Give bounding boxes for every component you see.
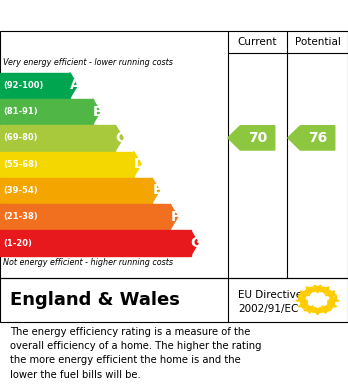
Polygon shape (320, 287, 331, 294)
Polygon shape (228, 126, 275, 150)
Text: (69-80): (69-80) (3, 133, 37, 142)
Bar (0, 204, 170, 230)
Polygon shape (312, 307, 323, 315)
Polygon shape (134, 152, 141, 177)
Text: Potential: Potential (295, 37, 340, 47)
Text: Current: Current (238, 37, 277, 47)
Text: Not energy efficient - higher running costs: Not energy efficient - higher running co… (3, 258, 173, 267)
Polygon shape (298, 302, 310, 309)
Bar (0, 125, 116, 151)
Polygon shape (325, 291, 337, 298)
Polygon shape (312, 285, 323, 293)
Polygon shape (152, 178, 159, 203)
Polygon shape (70, 73, 78, 98)
Text: Very energy efficient - lower running costs: Very energy efficient - lower running co… (3, 58, 173, 67)
Text: 70: 70 (248, 131, 267, 145)
Text: B: B (93, 105, 103, 118)
Polygon shape (304, 306, 315, 314)
Text: Energy Efficiency Rating: Energy Efficiency Rating (10, 7, 239, 25)
Polygon shape (327, 296, 339, 304)
Bar (0, 152, 134, 177)
Text: (81-91): (81-91) (3, 107, 37, 116)
Text: D: D (133, 157, 145, 171)
Bar (0, 178, 152, 203)
Text: England & Wales: England & Wales (10, 291, 180, 309)
Text: (39-54): (39-54) (3, 186, 37, 195)
Text: (1-20): (1-20) (3, 239, 32, 248)
Text: 76: 76 (308, 131, 327, 145)
Text: (55-68): (55-68) (3, 160, 38, 169)
Bar (0, 230, 191, 256)
Text: F: F (171, 210, 180, 224)
Text: C: C (116, 131, 126, 145)
Polygon shape (116, 125, 123, 151)
Polygon shape (298, 291, 310, 298)
Text: (92-100): (92-100) (3, 81, 43, 90)
Text: The energy efficiency rating is a measure of the
overall efficiency of a home. T: The energy efficiency rating is a measur… (10, 326, 262, 380)
Polygon shape (170, 204, 178, 230)
Text: A: A (70, 78, 81, 92)
Text: G: G (190, 236, 202, 250)
Text: (21-38): (21-38) (3, 212, 37, 221)
Text: E: E (152, 183, 162, 197)
Text: 2002/91/EC: 2002/91/EC (238, 303, 299, 314)
Polygon shape (296, 296, 308, 304)
Polygon shape (191, 230, 198, 256)
Polygon shape (93, 99, 100, 124)
Text: EU Directive: EU Directive (238, 290, 302, 300)
Bar (0, 99, 93, 124)
Polygon shape (325, 302, 337, 309)
Polygon shape (304, 287, 315, 294)
Polygon shape (288, 126, 335, 150)
Bar (0, 73, 70, 98)
Polygon shape (320, 306, 331, 314)
